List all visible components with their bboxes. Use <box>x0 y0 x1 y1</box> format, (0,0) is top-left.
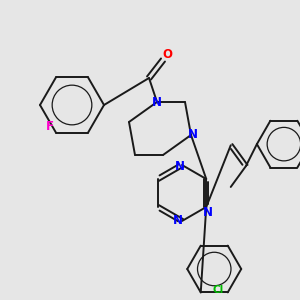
Text: N: N <box>203 206 213 218</box>
Text: N: N <box>175 160 185 173</box>
Text: N: N <box>173 214 183 227</box>
Text: N: N <box>188 128 198 142</box>
Text: N: N <box>152 95 162 109</box>
Text: Cl: Cl <box>212 285 224 296</box>
Text: O: O <box>162 49 172 62</box>
Text: F: F <box>46 120 54 133</box>
